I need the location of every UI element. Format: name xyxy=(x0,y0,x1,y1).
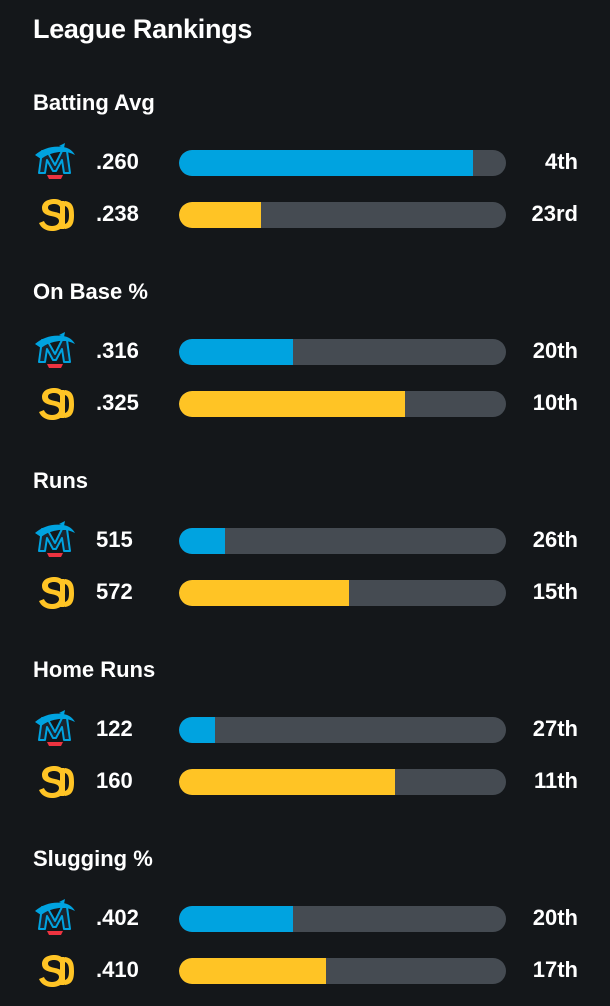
rank-bar-fill xyxy=(179,391,405,417)
marlins-logo-icon xyxy=(33,143,77,183)
padres-logo-icon xyxy=(33,195,77,235)
stat-section-label: Runs xyxy=(33,468,88,493)
stat-section: Slugging % .402 20th .410 17th xyxy=(0,846,610,1006)
rank-bar-track xyxy=(179,202,506,228)
stat-value: .410 xyxy=(96,957,139,982)
stat-row-padres: .410 17th xyxy=(0,951,610,991)
rank-bar-track xyxy=(179,580,506,606)
stat-section: Runs 515 26th 572 15th xyxy=(0,468,610,628)
marlins-logo-icon xyxy=(33,710,77,750)
rank-bar-track xyxy=(179,150,506,176)
league-rank: 10th xyxy=(532,390,578,415)
padres-logo-icon xyxy=(33,951,77,991)
rank-bar-track xyxy=(179,958,506,984)
stat-value: .238 xyxy=(96,201,139,226)
padres-logo-icon xyxy=(33,573,77,613)
rank-bar-fill xyxy=(179,958,327,984)
rank-bar-track xyxy=(179,717,506,743)
rank-bar-track xyxy=(179,391,506,417)
stat-value: 122 xyxy=(96,716,133,741)
rank-bar-fill xyxy=(179,580,350,606)
league-rank: 27th xyxy=(532,716,578,741)
rank-bar-fill xyxy=(179,717,215,743)
stat-section: Home Runs 122 27th 160 11th xyxy=(0,657,610,817)
stat-value: .402 xyxy=(96,905,139,930)
stat-value: .260 xyxy=(96,149,139,174)
league-rank: 17th xyxy=(532,957,578,982)
rank-bar-fill xyxy=(179,769,395,795)
rank-bar-fill xyxy=(179,202,261,228)
league-rank: 4th xyxy=(545,149,578,174)
marlins-logo-icon xyxy=(33,521,77,561)
stat-row-marlins: 122 27th xyxy=(0,710,610,750)
padres-logo-icon xyxy=(33,384,77,424)
stat-value: .325 xyxy=(96,390,139,415)
padres-logo-icon xyxy=(33,762,77,802)
stat-row-marlins: .402 20th xyxy=(0,899,610,939)
rank-bar-fill xyxy=(179,339,294,365)
rank-bar-fill xyxy=(179,906,294,932)
stat-value: 515 xyxy=(96,527,133,552)
league-rank: 23rd xyxy=(531,201,578,226)
league-rank: 20th xyxy=(532,905,578,930)
stat-value: 572 xyxy=(96,579,133,604)
stat-row-padres: 572 15th xyxy=(0,573,610,613)
stat-row-padres: .238 23rd xyxy=(0,195,610,235)
marlins-logo-icon xyxy=(33,332,77,372)
stat-value: .316 xyxy=(96,338,139,363)
stat-section-label: Home Runs xyxy=(33,657,156,682)
league-rank: 26th xyxy=(532,527,578,552)
stat-row-marlins: 515 26th xyxy=(0,521,610,561)
league-rank: 11th xyxy=(533,768,578,793)
stat-value: 160 xyxy=(96,768,133,793)
stat-section: On Base % .316 20th .325 10th xyxy=(0,279,610,439)
rank-bar-fill xyxy=(179,150,474,176)
league-rank: 15th xyxy=(532,579,578,604)
league-rank: 20th xyxy=(532,338,578,363)
stat-row-padres: .325 10th xyxy=(0,384,610,424)
stat-section: Batting Avg .260 4th .238 23rd xyxy=(0,90,610,250)
rank-bar-track xyxy=(179,528,506,554)
stat-row-padres: 160 11th xyxy=(0,762,610,802)
stat-section-label: Batting Avg xyxy=(33,90,155,115)
rank-bar-fill xyxy=(179,528,225,554)
stat-row-marlins: .316 20th xyxy=(0,332,610,372)
rank-bar-track xyxy=(179,906,506,932)
page-title: League Rankings xyxy=(33,14,253,44)
stat-section-label: On Base % xyxy=(33,279,148,304)
rank-bar-track xyxy=(179,769,506,795)
stat-row-marlins: .260 4th xyxy=(0,143,610,183)
stat-section-label: Slugging % xyxy=(33,846,153,871)
rank-bar-track xyxy=(179,339,506,365)
marlins-logo-icon xyxy=(33,899,77,939)
